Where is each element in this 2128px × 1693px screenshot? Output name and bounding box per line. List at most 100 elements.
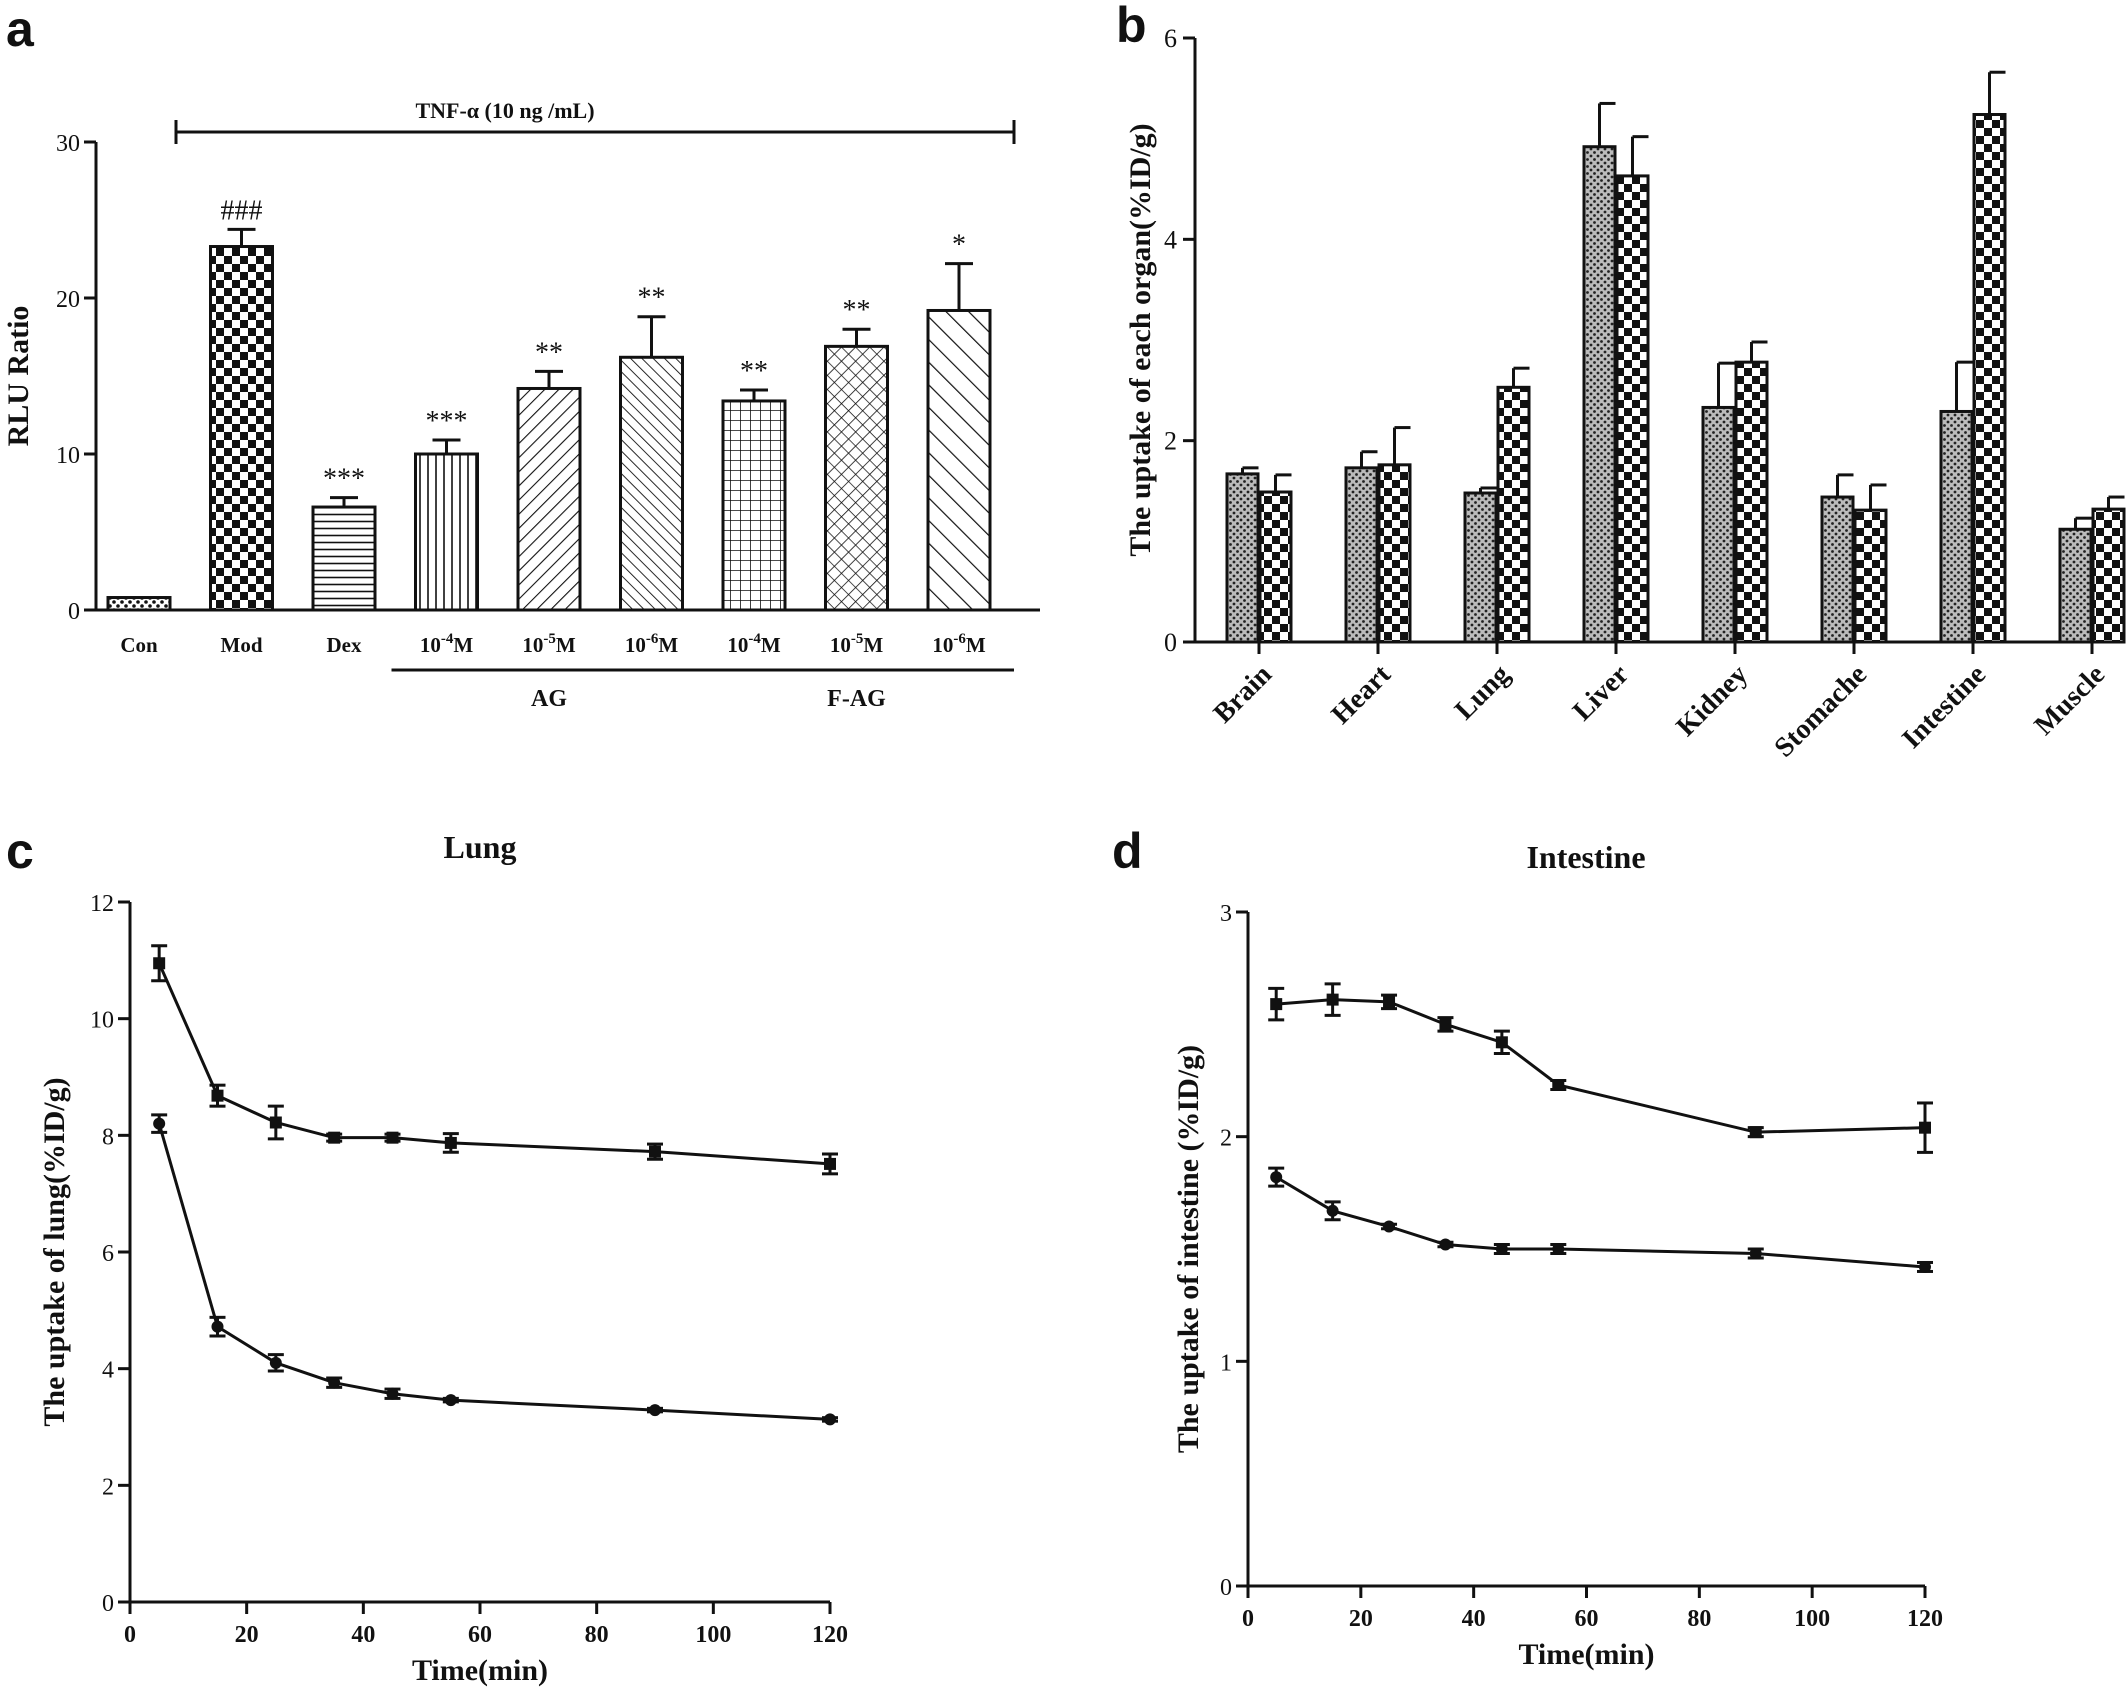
- data-point-circle: [649, 1404, 661, 1417]
- bar: [106, 596, 172, 612]
- y-tick-label: 1: [1220, 1350, 1232, 1376]
- significance-label: ###: [221, 195, 263, 226]
- chart-b-organ-uptake: 0 2 4 6 The uptake of each organ(%ID/g) Brain…: [1124, 24, 2126, 763]
- data-point-circle: [1383, 1220, 1396, 1233]
- bar: [209, 245, 274, 612]
- x-tick-label: 10-4M: [420, 631, 474, 657]
- x-tick-label: 0: [124, 1622, 136, 1648]
- data-point-square: [1439, 1018, 1452, 1031]
- data-point-circle: [444, 1394, 457, 1407]
- x-tick-label: Kidney: [1670, 659, 1754, 743]
- bar: [824, 344, 889, 612]
- data-point-circle: [1270, 1171, 1283, 1184]
- y-tick-label: 0: [1220, 1575, 1232, 1601]
- series-line: [1276, 998, 1926, 1134]
- data-point-square: [269, 1116, 282, 1129]
- series-line: [157, 962, 831, 1166]
- data-point-square: [1552, 1078, 1565, 1091]
- bar: [619, 355, 684, 612]
- data-point-circle: [1495, 1243, 1508, 1255]
- data-point-square: [649, 1145, 661, 1158]
- x-tick-label: 120: [812, 1622, 848, 1648]
- x-tick-label: 40: [351, 1622, 375, 1648]
- data-point-square: [1495, 1036, 1508, 1049]
- bar: [1939, 409, 1974, 644]
- y-tick-label: 8: [102, 1124, 114, 1150]
- x-axis-title: Time(min): [1518, 1638, 1654, 1671]
- y-tick-label: 4: [1164, 225, 1177, 254]
- bar: [721, 399, 787, 612]
- data-point-square: [1326, 993, 1339, 1006]
- y-axis-title: The uptake of each organ(%ID/g): [1124, 123, 1157, 556]
- y-tick-label: 6: [102, 1241, 114, 1267]
- x-tick-label: 80: [1687, 1606, 1711, 1632]
- x-tick-label: 60: [1575, 1606, 1599, 1632]
- y-tick-label: 0: [68, 599, 80, 625]
- bar: [1853, 508, 1888, 644]
- data-point-square: [1749, 1126, 1762, 1139]
- data-point-square: [444, 1136, 457, 1149]
- x-tick-label: Muscle: [2029, 659, 2111, 741]
- bar: [2058, 527, 2093, 644]
- data-point-circle: [1326, 1204, 1339, 1217]
- significance-label: ***: [426, 406, 468, 437]
- group-label: AG: [531, 686, 567, 712]
- x-tick-label: 0: [1242, 1606, 1254, 1632]
- y-tick-label: 3: [1220, 901, 1232, 927]
- y-tick-label: 4: [102, 1358, 114, 1384]
- x-tick-label: 60: [468, 1622, 492, 1648]
- panel-letter-b: b: [1116, 0, 1147, 53]
- bar: [1463, 491, 1498, 644]
- x-tick-label: 10-6M: [932, 631, 986, 657]
- bar: [926, 308, 992, 612]
- y-tick-label: 10: [90, 1008, 114, 1034]
- data-point-square: [1919, 1121, 1931, 1134]
- bar: [1344, 466, 1379, 644]
- data-point-circle: [211, 1320, 224, 1333]
- x-tick-label: 20: [1349, 1606, 1373, 1632]
- bar: [1615, 174, 1650, 644]
- x-tick-label: Mod: [221, 633, 263, 657]
- bar: [1734, 360, 1769, 644]
- y-tick-label: 20: [56, 287, 80, 313]
- significance-label: **: [740, 356, 768, 387]
- bar: [1701, 405, 1736, 644]
- y-tick-label: 2: [1164, 427, 1177, 456]
- data-point-circle: [269, 1356, 282, 1369]
- significance-label: ***: [323, 464, 365, 495]
- y-tick-label: 30: [56, 131, 80, 157]
- bar: [1496, 385, 1531, 644]
- data-point-circle: [1552, 1243, 1565, 1255]
- x-tick-label: 100: [1794, 1606, 1830, 1632]
- bar: [414, 452, 479, 612]
- y-tick-label: 0: [102, 1591, 114, 1617]
- x-tick-label: 80: [585, 1622, 609, 1648]
- panel-letter-a: a: [6, 1, 35, 57]
- data-point-circle: [386, 1387, 399, 1400]
- group-label: F-AG: [827, 686, 886, 712]
- data-point-square: [328, 1131, 341, 1144]
- bar: [1820, 495, 1855, 644]
- y-tick-label: 2: [1220, 1126, 1232, 1152]
- data-point-square: [386, 1131, 399, 1144]
- series-line: [1275, 1175, 1926, 1269]
- x-tick-label: 40: [1462, 1606, 1486, 1632]
- treatment-annotation: TNF-α (10 ng /mL): [415, 98, 594, 123]
- y-axis-title: The uptake of intestine (%ID/g): [1172, 1045, 1205, 1453]
- chart-a-relative-luciferase: 0 10 20 30 RLU Ratio TNF-α (10 ng /mL) Con ### M…: [2, 98, 1040, 712]
- significance-label: **: [535, 337, 563, 368]
- y-axis-title: RLU Ratio: [2, 306, 35, 447]
- data-point-square: [211, 1089, 224, 1102]
- bar: [1582, 145, 1617, 644]
- data-point-circle: [824, 1413, 836, 1426]
- panel-letter-d: d: [1112, 823, 1143, 879]
- x-axis-title: Time(min): [412, 1654, 548, 1687]
- bar: [1972, 113, 2007, 644]
- y-tick-label: 0: [1164, 628, 1177, 657]
- bar: [2091, 507, 2126, 644]
- y-tick-label: 6: [1164, 24, 1177, 53]
- x-tick-label: 100: [695, 1622, 731, 1648]
- series-line: [157, 1123, 831, 1421]
- data-point-circle: [1749, 1247, 1762, 1260]
